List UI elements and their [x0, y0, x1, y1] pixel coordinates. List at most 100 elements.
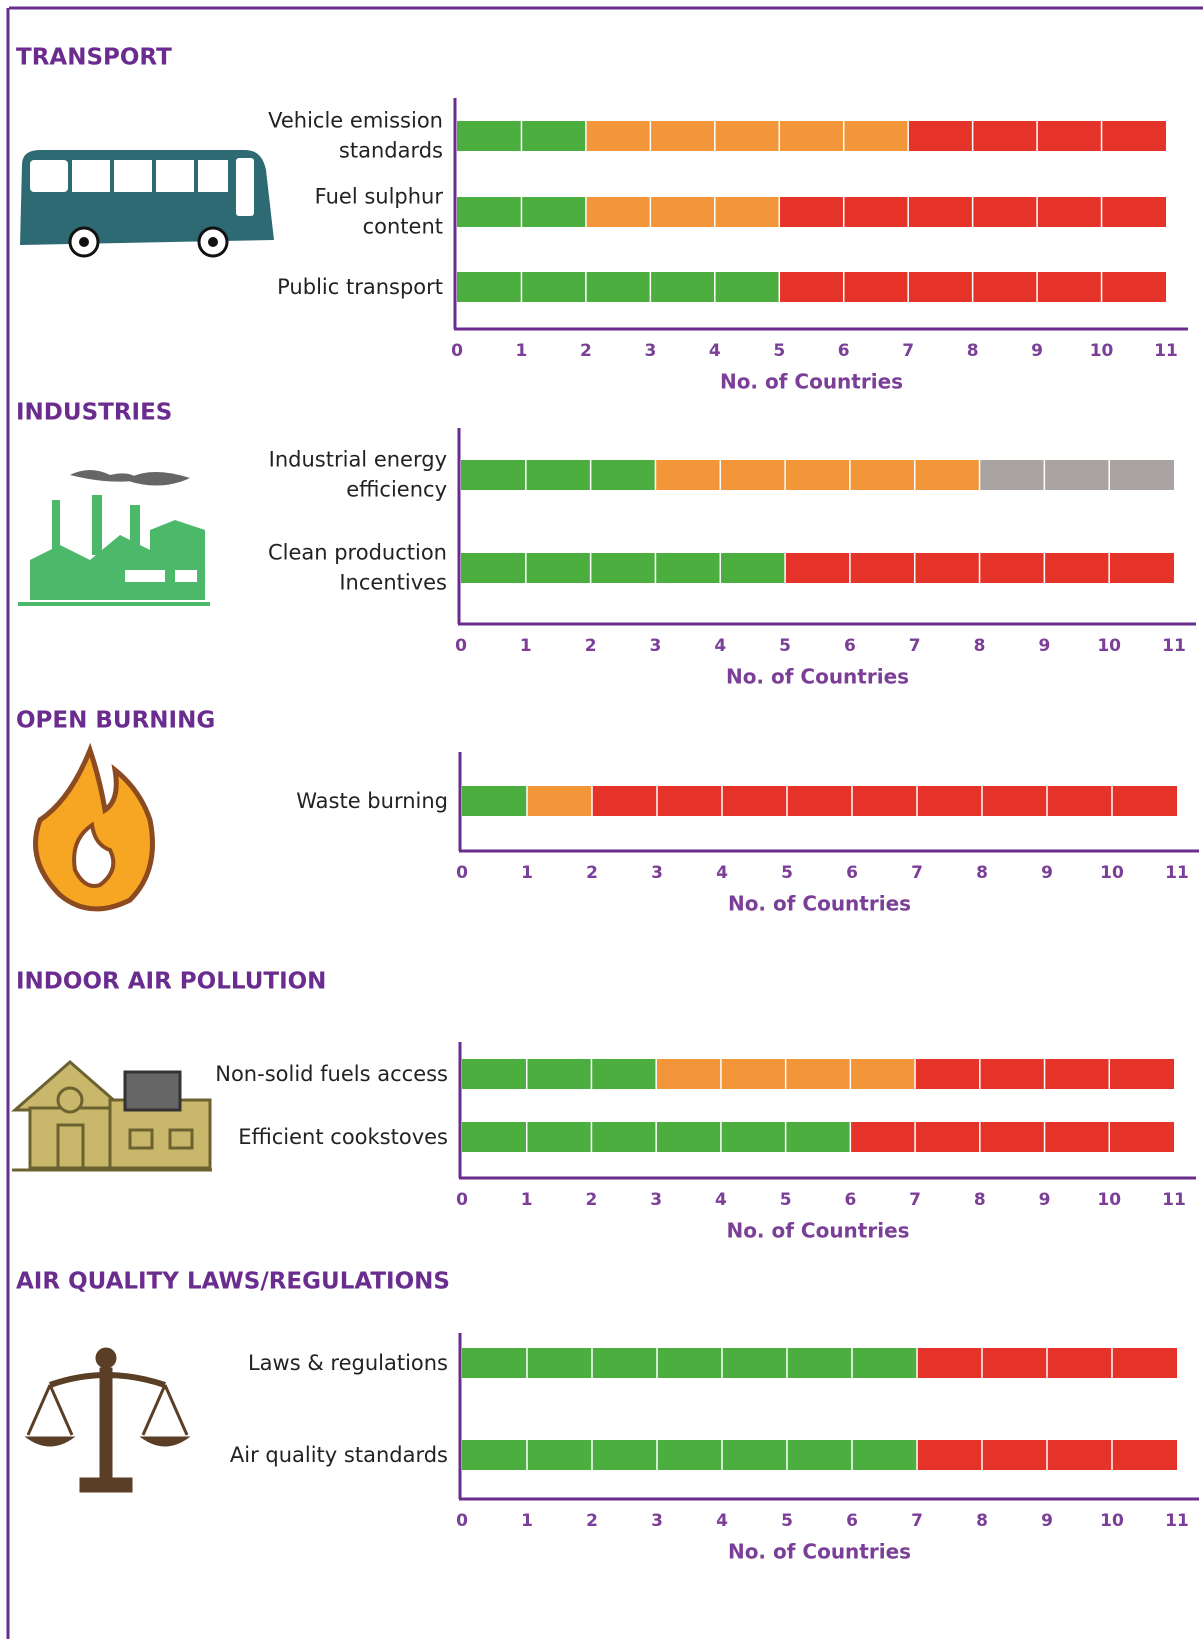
x-tick-label: 10	[1090, 341, 1114, 361]
x-tick-label: 3	[651, 863, 663, 883]
x-tick-label: 2	[586, 863, 598, 883]
x-tick-label: 5	[780, 1190, 792, 1210]
x-tick-label: 6	[846, 863, 858, 883]
section-title: OPEN BURNING	[16, 707, 216, 734]
x-tick-label: 11	[1154, 341, 1178, 361]
x-tick-label: 10	[1100, 863, 1124, 883]
section-title: AIR QUALITY LAWS/REGULATIONS	[16, 1268, 450, 1295]
x-tick-label: 2	[586, 1511, 598, 1531]
factory-icon	[18, 470, 210, 606]
x-tick-label: 0	[456, 863, 468, 883]
x-axis-label: No. of Countries	[728, 892, 911, 916]
x-tick-label: 2	[580, 341, 592, 361]
category-label: Air quality standards	[229, 1442, 448, 1467]
category-label: Efficient cookstoves	[238, 1124, 448, 1149]
category-label: Industrial energy efficiency	[268, 447, 447, 502]
x-tick-label: 10	[1097, 636, 1121, 656]
x-tick-label: 2	[585, 636, 597, 656]
x-tick-label: 6	[838, 341, 850, 361]
x-tick-label: 11	[1162, 1190, 1186, 1210]
x-axis-label: No. of Countries	[726, 1219, 909, 1243]
x-tick-label: 8	[976, 863, 988, 883]
category-label: Waste burning	[296, 788, 448, 813]
bar-segment	[655, 460, 980, 490]
bar-segment	[592, 786, 1177, 816]
category-label: Laws & regulations	[247, 1350, 448, 1375]
x-tick-label: 0	[451, 341, 463, 361]
x-tick-label: 6	[844, 1190, 856, 1210]
x-axis-label: No. of Countries	[726, 665, 909, 689]
section-title: TRANSPORT	[16, 44, 172, 71]
x-tick-label: 9	[1039, 1190, 1051, 1210]
x-tick-label: 3	[644, 341, 656, 361]
x-tick-label: 7	[909, 1190, 921, 1210]
category-label: Fuel sulphur content	[314, 184, 443, 239]
x-tick-label: 9	[1041, 863, 1053, 883]
x-tick-label: 5	[781, 863, 793, 883]
x-tick-label: 8	[974, 1190, 986, 1210]
bar-segment	[850, 1122, 1174, 1152]
x-tick-label: 10	[1097, 1190, 1121, 1210]
x-tick-label: 0	[456, 1511, 468, 1531]
x-tick-label: 9	[1038, 636, 1050, 656]
flame-icon	[33, 742, 155, 912]
bar-segment	[462, 1348, 917, 1378]
x-tick-label: 5	[773, 341, 785, 361]
x-tick-label: 0	[455, 636, 467, 656]
x-tick-label: 1	[520, 636, 532, 656]
x-tick-label: 4	[716, 863, 728, 883]
house-icon	[11, 1060, 212, 1172]
x-tick-label: 10	[1100, 1511, 1124, 1531]
x-tick-label: 1	[521, 1190, 533, 1210]
bar-segment	[457, 272, 780, 302]
x-tick-label: 11	[1165, 863, 1189, 883]
x-tick-label: 6	[846, 1511, 858, 1531]
x-tick-label: 7	[909, 636, 921, 656]
x-tick-label: 3	[650, 636, 662, 656]
bar-segment	[462, 1440, 917, 1470]
x-tick-label: 9	[1041, 1511, 1053, 1531]
category-label: Vehicle emission standards	[268, 108, 443, 163]
bar-segment	[461, 460, 656, 490]
scales-icon	[24, 1347, 191, 1493]
x-axis-label: No. of Countries	[720, 370, 903, 394]
x-tick-label: 3	[651, 1511, 663, 1531]
section-title: INDOOR AIR POLLUTION	[16, 968, 327, 995]
x-tick-label: 7	[911, 1511, 923, 1531]
x-tick-label: 8	[967, 341, 979, 361]
x-tick-label: 4	[716, 1511, 728, 1531]
bar-segment	[527, 786, 592, 816]
category-label: Non-solid fuels access	[215, 1061, 448, 1086]
x-axis-label: No. of Countries	[728, 1540, 911, 1564]
bar-segment	[585, 121, 909, 151]
x-tick-label: 2	[586, 1190, 598, 1210]
bar-segment	[462, 1059, 657, 1089]
category-label: Public transport	[277, 274, 443, 299]
x-tick-label: 9	[1031, 341, 1043, 361]
bar-segment	[979, 460, 1174, 490]
bar-segment	[462, 786, 527, 816]
x-tick-label: 4	[714, 636, 726, 656]
x-tick-label: 5	[781, 1511, 793, 1531]
x-tick-label: 0	[456, 1190, 468, 1210]
x-tick-label: 1	[516, 341, 528, 361]
bus-icon	[20, 150, 274, 258]
section-title: INDUSTRIES	[16, 399, 173, 426]
x-tick-label: 4	[715, 1190, 727, 1210]
x-tick-label: 5	[779, 636, 791, 656]
x-tick-label: 8	[974, 636, 986, 656]
x-tick-label: 1	[521, 1511, 533, 1531]
bar-segment	[585, 197, 780, 227]
x-tick-label: 7	[911, 863, 923, 883]
x-tick-label: 6	[844, 636, 856, 656]
x-tick-label: 4	[709, 341, 721, 361]
x-tick-label: 1	[521, 863, 533, 883]
x-tick-label: 11	[1165, 1511, 1189, 1531]
x-tick-label: 11	[1162, 636, 1186, 656]
bar-segment	[461, 553, 786, 583]
x-tick-label: 8	[976, 1511, 988, 1531]
x-tick-label: 3	[650, 1190, 662, 1210]
category-label: Clean production Incentives	[267, 540, 447, 595]
